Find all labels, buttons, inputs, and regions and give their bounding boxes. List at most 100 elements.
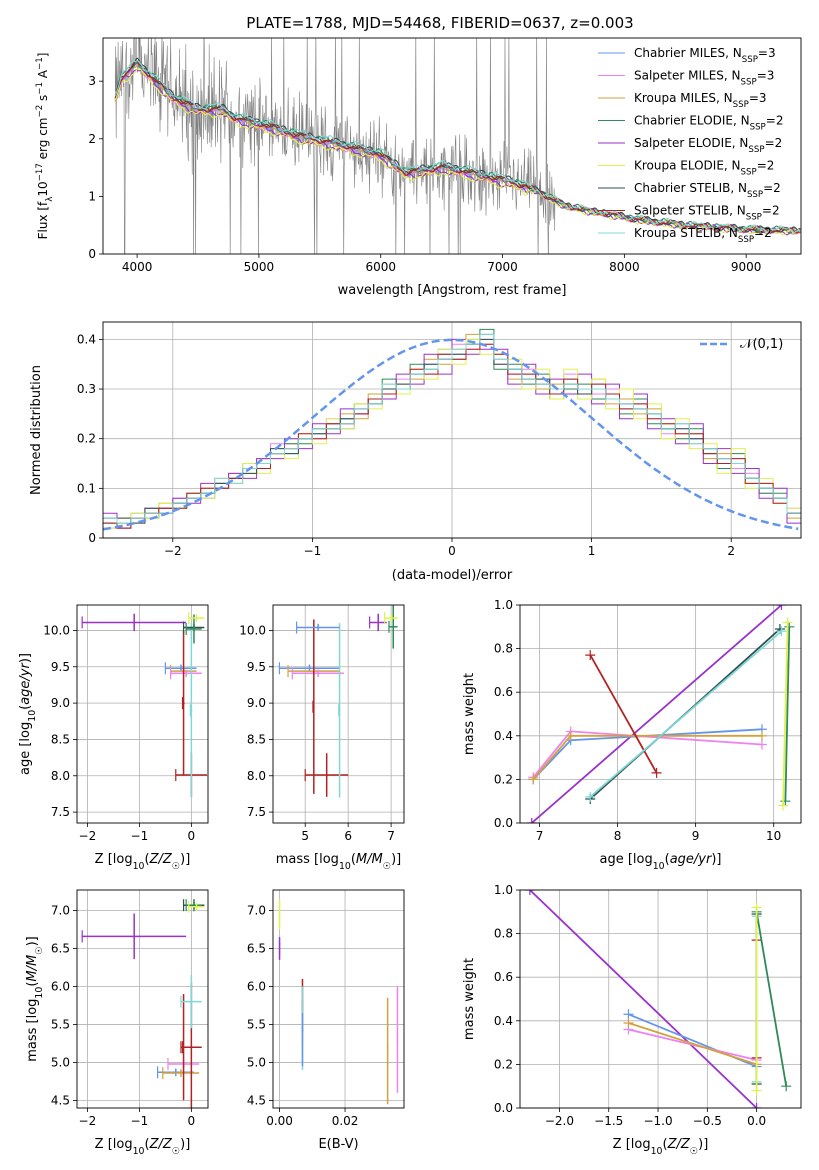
y-tick-label: 1.0 (494, 883, 513, 897)
x-tick-label: 6 (344, 829, 352, 843)
x-axis-label: Z [log10(Z/Z☉)] (95, 852, 191, 872)
legend-label: Kroupa MILES, NSSP=3 (634, 91, 767, 110)
errorbar-marker (388, 605, 398, 649)
plus-marker (756, 730, 767, 741)
x-tick-label: 0.02 (332, 1114, 359, 1128)
errorbar-marker (169, 667, 202, 680)
plus-marker (751, 1103, 762, 1108)
errorbar-marker (312, 619, 315, 794)
errorbar-marker (188, 612, 205, 625)
y-tick-label: 2 (88, 132, 96, 146)
mass-weight-line (529, 890, 758, 1108)
y-tick-label: 5.0 (247, 1055, 266, 1069)
mass-vs-EBV-axes: 0.00 0.02 4.5 5.0 5.5 6.0 6.5 7.0 E(B-V) (247, 889, 405, 1152)
x-tick-label: −1 (131, 829, 149, 843)
plus-marker (585, 791, 596, 802)
plus-marker (623, 1017, 634, 1028)
x-tick-label: −1.0 (643, 1114, 672, 1128)
plus-marker (623, 1009, 634, 1020)
plus-marker (776, 626, 787, 637)
y-tick-label: 5.5 (51, 1017, 70, 1031)
y-tick-label: 5.0 (51, 1055, 70, 1069)
errorbar-marker (304, 753, 349, 797)
y-tick-label: 0.8 (494, 927, 513, 941)
y-tick-label: 7.5 (247, 805, 266, 819)
x-tick-label: −1 (131, 1114, 149, 1128)
y-tick-label: 8.5 (247, 732, 266, 746)
model-line-7 (114, 57, 801, 233)
x-tick-label: −1.5 (594, 1114, 623, 1128)
y-tick-label: 0.2 (77, 432, 96, 446)
spectrum-legend: Chabrier MILES, NSSP=3 Salpeter MILES, NS… (598, 46, 783, 245)
legend-label: 𝒩(0,1) (740, 337, 783, 352)
legend-label: Chabrier STELIB, NSSP=2 (634, 181, 781, 200)
y-tick-label: 10.0 (43, 623, 70, 637)
x-tick-label: 4000 (122, 260, 153, 274)
massweight-vs-age-axes: 7 8 9 10 0.0 0.2 0.4 0.6 0.8 1.0 age [log10(age/yr… (462, 598, 802, 872)
y-tick-label: 0.4 (494, 1014, 513, 1028)
x-tick-label: 1 (588, 544, 596, 558)
y-tick-label: 1.0 (494, 598, 513, 612)
errorbar-marker (162, 1067, 200, 1080)
errorbar-marker (156, 1066, 194, 1079)
x-tick-label: −0.5 (693, 1114, 722, 1128)
y-tick-label: 0 (88, 531, 96, 545)
y-axis-label: Flux [fλ10−17 erg cm−2 s−1 A−1] (35, 53, 55, 240)
age-vs-mass-axes: 5 6 7 7.5 8.0 8.5 9.0 9.5 10.0 mass [log10(M/M☉)] (239, 604, 405, 872)
plus-marker (565, 730, 576, 741)
x-tick-label: 8 (614, 829, 622, 843)
y-tick-label: 4.5 (51, 1093, 70, 1107)
x-axis-label: mass [log10(M/M☉)] (276, 852, 402, 872)
y-tick-label: 0.6 (494, 970, 513, 984)
x-tick-label: 10 (766, 829, 781, 843)
errorbar-marker (338, 623, 341, 798)
legend-label: Salpeter ELODIE, NSSP=2 (634, 136, 782, 155)
y-tick-label: 0.0 (494, 1101, 513, 1115)
y-tick-label: 5.5 (247, 1017, 266, 1031)
y-tick-label: 6.0 (51, 979, 70, 993)
x-tick-label: 5000 (244, 260, 275, 274)
plus-marker (781, 1081, 792, 1092)
x-axis-label: wavelength [Angstrom, rest frame] (338, 283, 567, 298)
errorbar-marker (369, 613, 387, 632)
legend-label: Kroupa ELODIE, NSSP=2 (634, 159, 774, 178)
x-axis-label: Z [log10(Z/Z☉)] (95, 1137, 191, 1157)
x-tick-label: −2.0 (545, 1114, 574, 1128)
age-vs-Z-frame (76, 604, 209, 824)
spectrum-frame (102, 37, 802, 255)
y-tick-label: 0.8 (494, 642, 513, 656)
x-tick-label: 0 (188, 1114, 196, 1128)
errorbar-marker (81, 613, 187, 632)
x-tick-label: 7 (536, 829, 544, 843)
y-tick-label: 9.0 (247, 696, 266, 710)
errorbar-marker (188, 900, 205, 913)
y-tick-label: 6.5 (51, 941, 70, 955)
mass-weight-line (784, 626, 791, 802)
x-tick-label: 2 (727, 544, 735, 558)
y-tick-label: 0.1 (77, 481, 96, 495)
legend-label: Kroupa STELIB, NSSP=2 (634, 226, 772, 245)
x-tick-label: 7 (387, 829, 395, 843)
legend-label: Chabrier MILES, NSSP=3 (634, 46, 776, 65)
massweight-vs-Z-frame (519, 889, 802, 1109)
y-tick-label: 6.5 (247, 941, 266, 955)
y-tick-label: 0.2 (494, 1057, 513, 1071)
y-tick-label: 0.4 (77, 332, 96, 346)
massweight-vs-age-frame (519, 604, 802, 824)
x-tick-label: −2 (164, 544, 182, 558)
x-tick-label: 9 (692, 829, 700, 843)
y-axis-label: mass weight (462, 673, 477, 755)
y-tick-label: 9.0 (51, 696, 70, 710)
x-tick-label: 0 (448, 544, 456, 558)
normal-reference-curve (103, 338, 799, 531)
y-tick-label: 4.5 (247, 1093, 266, 1107)
x-tick-label: −2 (79, 829, 97, 843)
model-line-9 (114, 60, 801, 234)
age-vs-Z-axes: −2 −1 0 7.5 8.0 8.5 9.0 9.5 10.0 Z [log10(Z/Z☉)] a… (18, 604, 209, 872)
age-vs-Z-plot-area (81, 612, 207, 798)
y-axis-label: Normed distribution (29, 365, 44, 495)
x-axis-label: age [log10(age/yr)] (599, 852, 721, 872)
x-tick-label: −1 (304, 544, 322, 558)
plus-marker (782, 617, 793, 628)
